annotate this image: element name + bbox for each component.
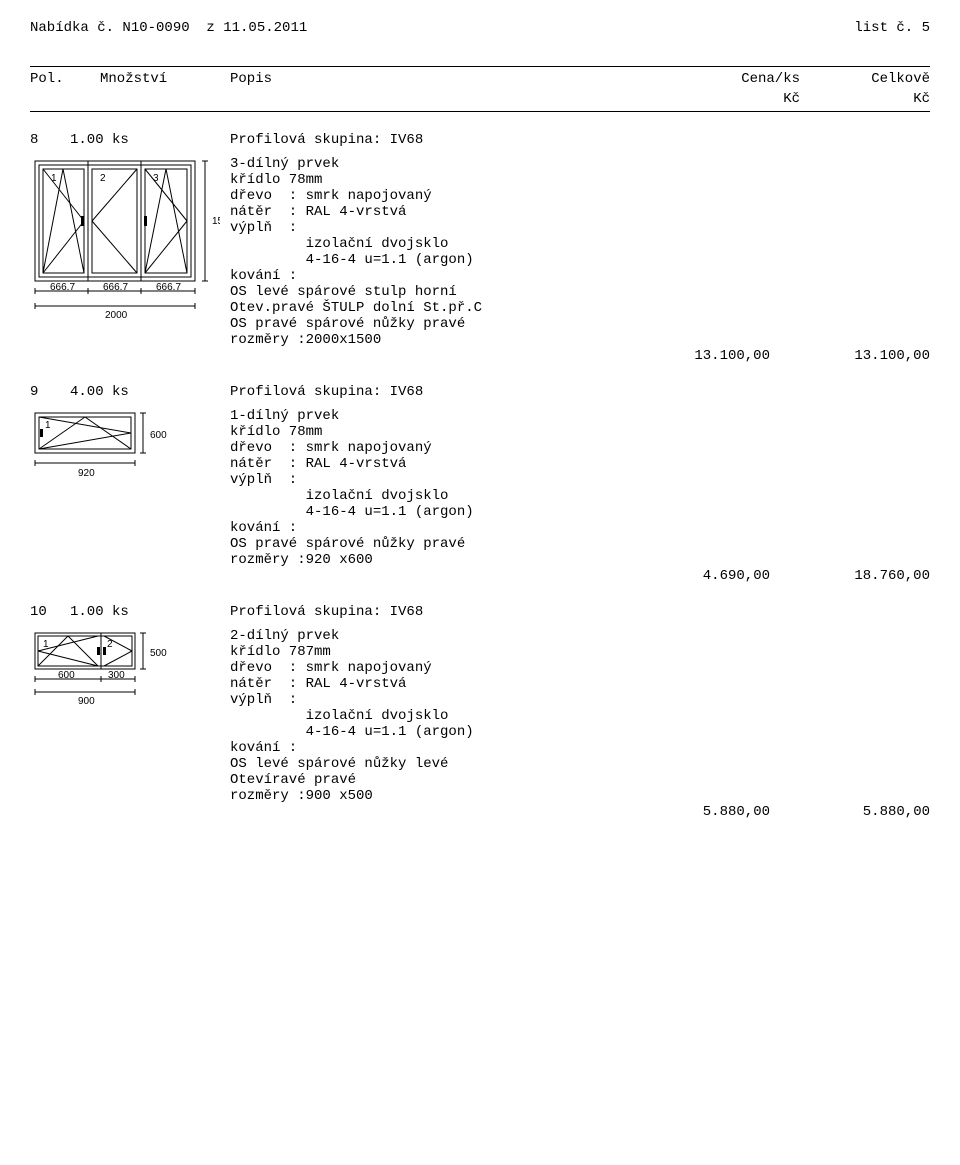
- drawing-col: 1 2 3: [30, 156, 230, 348]
- item-qty: 1.00 ks: [70, 132, 230, 148]
- price-row: 13.100,00 13.100,00: [30, 348, 930, 364]
- item-title: Profilová skupina: IV68: [230, 132, 930, 148]
- window-1pane-icon: 1 600 920: [30, 408, 190, 488]
- dim-c1: 600: [58, 670, 75, 681]
- svg-text:2: 2: [100, 173, 106, 184]
- svg-text:2: 2: [107, 639, 113, 650]
- price-row: 5.880,00 5.880,00: [30, 804, 930, 820]
- price-total: 18.760,00: [770, 568, 930, 584]
- price-total: 13.100,00: [770, 348, 930, 364]
- item-pol: 8: [30, 132, 70, 148]
- price-unit: 5.880,00: [610, 804, 770, 820]
- drawing-col: 1 2 500: [30, 628, 230, 804]
- price-row: 4.690,00 18.760,00: [30, 568, 930, 584]
- item-block: 9 4.00 ks Profilová skupina: IV68 1: [30, 384, 930, 584]
- item-block: 10 1.00 ks Profilová skupina: IV68 1: [30, 604, 930, 820]
- col-kc2: Kč: [800, 91, 930, 107]
- item-qty: 1.00 ks: [70, 604, 230, 620]
- col-pol: Pol.: [30, 71, 100, 87]
- dim-w: 900: [78, 696, 95, 707]
- svg-text:1: 1: [43, 639, 49, 650]
- column-header-row2: Kč Kč: [30, 89, 930, 109]
- col-cena: Cena/ks: [670, 71, 800, 87]
- divider: [30, 111, 930, 112]
- svg-text:1: 1: [45, 420, 51, 431]
- window-2pane-icon: 1 2 500: [30, 628, 190, 718]
- col-mnoz: Množství: [100, 71, 230, 87]
- col-popis: Popis: [230, 71, 670, 87]
- price-total: 5.880,00: [770, 804, 930, 820]
- dim-c1: 666.7: [50, 282, 75, 293]
- dim-h: 500: [150, 648, 167, 659]
- item-header: 9 4.00 ks Profilová skupina: IV68: [30, 384, 930, 400]
- dim-w: 2000: [105, 310, 128, 321]
- price-unit: 4.690,00: [610, 568, 770, 584]
- item-header: 10 1.00 ks Profilová skupina: IV68: [30, 604, 930, 620]
- dim-h: 600: [150, 430, 167, 441]
- dim-h: 1500: [212, 216, 220, 227]
- col-celk: Celkově: [800, 71, 930, 87]
- column-header-row: Pol. Množství Popis Cena/ks Celkově: [30, 69, 930, 89]
- item-block: 8 1.00 ks Profilová skupina: IV68 1: [30, 132, 930, 364]
- item-desc: 3-dílný prvek křídlo 78mm dřevo : smrk n…: [230, 156, 930, 348]
- item-qty: 4.00 ks: [70, 384, 230, 400]
- header-right: list č. 5: [854, 20, 930, 36]
- item-title: Profilová skupina: IV68: [230, 384, 930, 400]
- item-title: Profilová skupina: IV68: [230, 604, 930, 620]
- page-header: Nabídka č. N10-0090 z 11.05.2011 list č.…: [30, 20, 930, 36]
- divider: [30, 66, 930, 67]
- item-header: 8 1.00 ks Profilová skupina: IV68: [30, 132, 930, 148]
- item-pol: 10: [30, 604, 70, 620]
- dim-w: 920: [78, 468, 95, 479]
- dim-c3: 666.7: [156, 282, 181, 293]
- dim-c2: 666.7: [103, 282, 128, 293]
- header-left: Nabídka č. N10-0090 z 11.05.2011: [30, 20, 307, 36]
- item-desc: 2-dílný prvek křídlo 787mm dřevo : smrk …: [230, 628, 930, 804]
- item-desc: 1-dílný prvek křídlo 78mm dřevo : smrk n…: [230, 408, 930, 568]
- svg-text:1: 1: [51, 173, 57, 184]
- window-3pane-icon: 1 2 3: [30, 156, 220, 331]
- svg-text:3: 3: [153, 173, 159, 184]
- price-unit: 13.100,00: [610, 348, 770, 364]
- item-pol: 9: [30, 384, 70, 400]
- col-kc1: Kč: [670, 91, 800, 107]
- drawing-col: 1 600 920: [30, 408, 230, 568]
- dim-c2: 300: [108, 670, 125, 681]
